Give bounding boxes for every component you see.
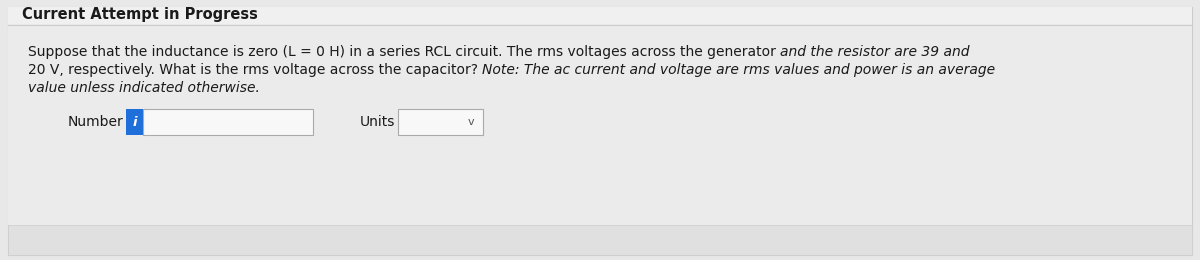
Text: value unless indicated otherwise.: value unless indicated otherwise. xyxy=(28,81,260,95)
Text: Units: Units xyxy=(360,115,395,129)
Text: Suppose that the inductance is zero (L = 0 H) in a series RCL circuit. The rms v: Suppose that the inductance is zero (L =… xyxy=(28,45,780,59)
Text: i: i xyxy=(132,115,137,128)
FancyBboxPatch shape xyxy=(8,7,1192,24)
FancyBboxPatch shape xyxy=(398,109,482,135)
Text: Note: The ac current and voltage are rms values and power is an average: Note: The ac current and voltage are rms… xyxy=(482,63,996,77)
Text: 20 V, respectively. What is the rms voltage across the capacitor?: 20 V, respectively. What is the rms volt… xyxy=(28,63,482,77)
FancyBboxPatch shape xyxy=(143,109,313,135)
FancyBboxPatch shape xyxy=(8,225,1192,255)
Text: Number: Number xyxy=(68,115,124,129)
Text: and the resistor are 39 and: and the resistor are 39 and xyxy=(780,45,970,59)
FancyBboxPatch shape xyxy=(8,7,1192,255)
Text: v: v xyxy=(468,117,474,127)
FancyBboxPatch shape xyxy=(8,7,1192,225)
FancyBboxPatch shape xyxy=(126,109,143,135)
Text: Current Attempt in Progress: Current Attempt in Progress xyxy=(22,6,258,22)
